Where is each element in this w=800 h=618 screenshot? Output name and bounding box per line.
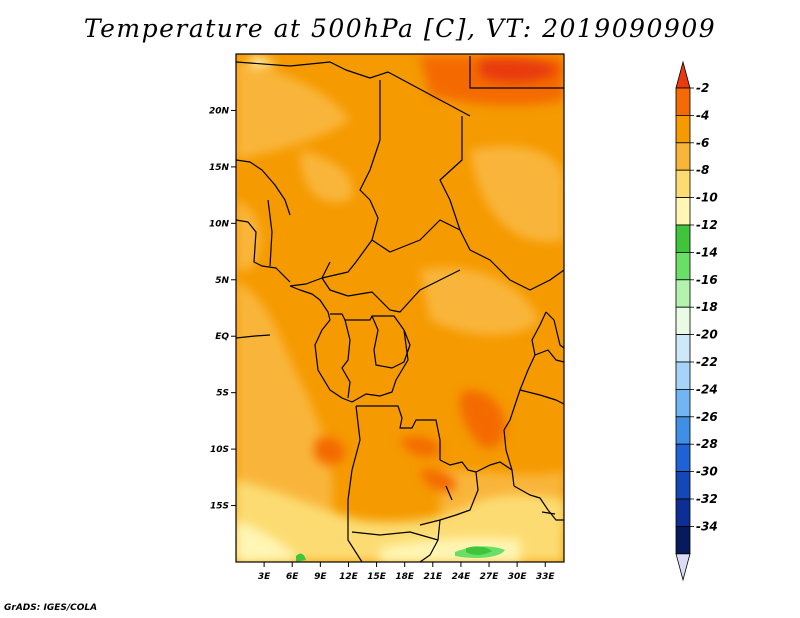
lat-tick-label: 10S xyxy=(210,445,229,455)
temperature-field xyxy=(236,54,564,562)
lon-tick-label: 15E xyxy=(367,572,387,582)
colorbar-bottom-triangle xyxy=(675,553,691,582)
colorbar-label: -16 xyxy=(696,273,718,287)
colorbar-segment xyxy=(675,498,691,527)
field-warm xyxy=(314,56,564,492)
colorbar-segment xyxy=(675,443,691,473)
colorbar-segment xyxy=(675,416,691,445)
colorbar-label: -34 xyxy=(696,519,718,533)
map-frame xyxy=(235,53,565,563)
colorbar-label: -22 xyxy=(696,355,718,369)
lat-tick-label: 10N xyxy=(209,219,230,229)
colorbar-segment xyxy=(675,87,691,116)
colorbar-label: -10 xyxy=(696,191,718,205)
chart-title: Temperature at 500hPa [C], VT: 201909090… xyxy=(83,14,717,43)
lat-tick-label: 15N xyxy=(209,163,230,173)
colorbar-segment xyxy=(675,306,691,336)
lat-tick-label: 20N xyxy=(209,106,230,116)
colorbar: -2 -4 -6 -8 -10 -12 -14 -16 -18 -20 -22 -24 -26 -28 -3… xyxy=(675,60,718,582)
colorbar-segment xyxy=(675,251,691,281)
lat-tick-label: EQ xyxy=(215,332,229,342)
colorbar-segment xyxy=(675,169,691,198)
field-hot xyxy=(480,58,560,83)
lon-tick-label: 18E xyxy=(395,572,415,582)
colorbar-label: -32 xyxy=(696,492,718,506)
axis-ticks: 3E 6E 9E 12E 15E 18E 21E 24E 27E 30E 33E 20N 15N 10N 5… xyxy=(209,106,556,582)
colorbar-segment xyxy=(675,361,691,390)
colorbar-segment xyxy=(675,224,691,253)
colorbar-segment xyxy=(675,115,691,144)
field-green xyxy=(296,546,505,562)
lon-tick-label: 24E xyxy=(452,572,472,582)
lon-tick-label: 30E xyxy=(508,572,528,582)
colorbar-top-triangle xyxy=(675,60,691,89)
colorbar-label: -30 xyxy=(696,465,718,479)
lon-tick-label: 27E xyxy=(480,572,500,582)
colorbar-segment xyxy=(675,388,691,418)
colorbar-label: -2 xyxy=(696,81,709,95)
colorbar-label: -20 xyxy=(696,328,718,342)
colorbar-segment xyxy=(675,279,691,308)
lat-tick-label: 15S xyxy=(210,502,229,512)
colorbar-label: -8 xyxy=(696,163,709,177)
lon-tick-label: 6E xyxy=(286,572,299,582)
lat-tick-label: 5N xyxy=(215,276,229,286)
colorbar-label: -14 xyxy=(696,245,718,259)
colorbar-label: -18 xyxy=(696,300,718,314)
lon-tick-label: 12E xyxy=(339,572,359,582)
colorbar-label: -26 xyxy=(696,410,718,424)
colorbar-segment xyxy=(675,526,691,555)
colorbar-label: -28 xyxy=(696,437,718,451)
colorbar-label: -6 xyxy=(696,136,709,150)
colorbar-label: -12 xyxy=(696,218,718,232)
country-borders xyxy=(236,56,564,562)
lat-tick-label: 5S xyxy=(216,389,229,399)
colorbar-label: -24 xyxy=(696,382,718,396)
lon-tick-label: 21E xyxy=(423,572,443,582)
grads-credit: GrADS: IGES/COLA xyxy=(4,603,98,613)
colorbar-segment xyxy=(675,471,691,500)
lon-tick-label: 33E xyxy=(536,572,556,582)
colorbar-segment xyxy=(675,197,691,226)
lon-tick-label: 9E xyxy=(314,572,327,582)
colorbar-segment xyxy=(675,334,691,363)
colorbar-label: -4 xyxy=(696,108,709,122)
lon-tick-label: 3E xyxy=(258,572,271,582)
colorbar-segment xyxy=(675,142,691,171)
